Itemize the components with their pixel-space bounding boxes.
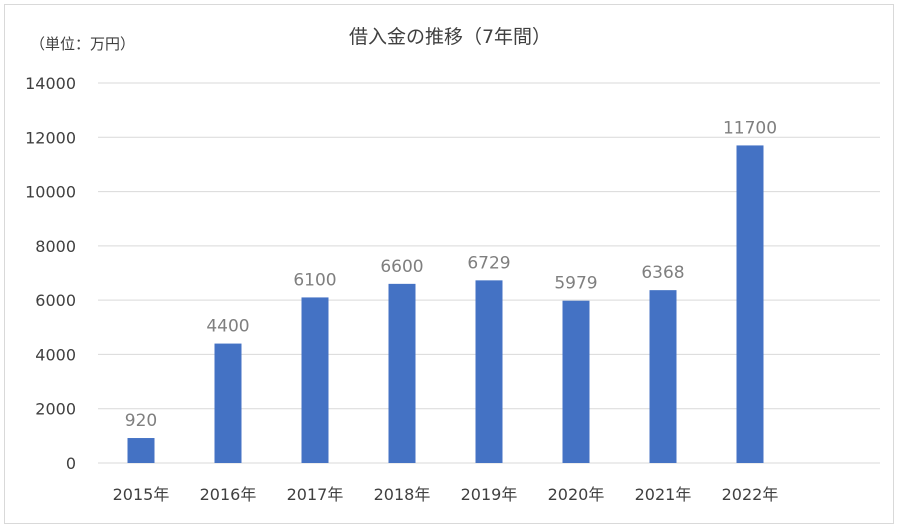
bar <box>649 290 677 463</box>
data-label: 4400 <box>206 317 249 337</box>
y-tick-label: 2000 <box>35 400 76 419</box>
y-tick-label: 12000 <box>25 128 76 147</box>
data-label: 5979 <box>554 274 597 294</box>
unit-label: （単位：万円） <box>30 35 136 53</box>
x-tick-label: 2021年 <box>635 485 692 504</box>
chart-title: 借入金の推移（7年間） <box>348 26 552 48</box>
y-tick-label: 8000 <box>35 237 76 256</box>
x-tick-label: 2020年 <box>548 485 605 504</box>
data-label: 6729 <box>467 253 510 273</box>
x-tick-label: 2018年 <box>374 485 431 504</box>
data-label: 6600 <box>380 257 423 277</box>
bar <box>214 343 242 463</box>
x-tick-label: 2017年 <box>287 485 344 504</box>
bar <box>388 283 416 463</box>
data-label: 11700 <box>723 118 777 138</box>
y-tick-label: 14000 <box>25 74 76 93</box>
data-label: 920 <box>125 411 157 431</box>
y-tick-label: 6000 <box>35 291 76 310</box>
bar <box>127 438 155 463</box>
x-tick-label: 2016年 <box>200 485 257 504</box>
y-tick-label: 0 <box>66 454 76 473</box>
y-tick-label: 4000 <box>35 345 76 364</box>
bar <box>562 300 590 463</box>
data-label: 6368 <box>641 263 684 283</box>
data-label: 6100 <box>293 270 336 290</box>
x-tick-label: 2015年 <box>113 485 170 504</box>
bar <box>736 145 764 463</box>
bar <box>475 280 503 463</box>
x-tick-label: 2022年 <box>722 485 779 504</box>
y-tick-label: 10000 <box>25 183 76 202</box>
bar <box>301 297 329 463</box>
x-tick-label: 2019年 <box>461 485 518 504</box>
